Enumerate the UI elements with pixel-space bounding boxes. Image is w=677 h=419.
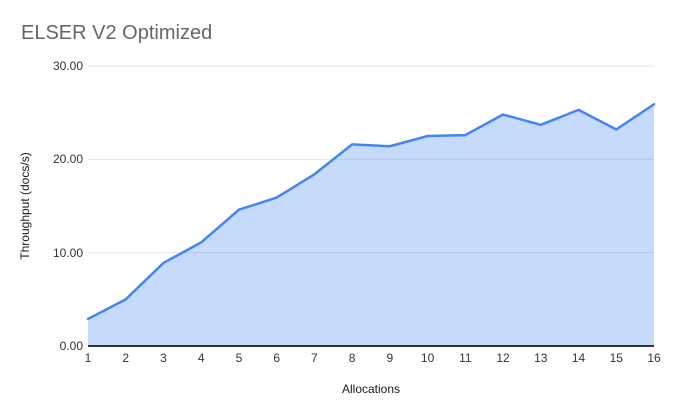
x-axis-title: Allocations bbox=[341, 382, 401, 396]
x-tick-label: 1 bbox=[84, 351, 92, 365]
x-tick-label: 14 bbox=[571, 351, 586, 365]
x-tick-label: 4 bbox=[197, 351, 205, 365]
y-tick-label: 30.00 bbox=[52, 59, 83, 73]
x-tick-label: 12 bbox=[496, 351, 510, 365]
x-tick-label: 16 bbox=[647, 351, 661, 365]
y-tick-label: 10.00 bbox=[52, 245, 83, 260]
series-line bbox=[86, 103, 656, 321]
x-tick-label: 3 bbox=[160, 351, 167, 365]
x-tick-label: 5 bbox=[235, 351, 243, 365]
area-fill bbox=[88, 104, 654, 347]
x-tick-label: 8 bbox=[348, 351, 356, 365]
y-tick-label: 0.00 bbox=[59, 339, 83, 353]
chart-title: ELSER V2 Optimized bbox=[21, 22, 213, 44]
x-tick-label: 13 bbox=[534, 351, 548, 365]
y-tick-label: 20.00 bbox=[52, 152, 83, 167]
x-tick-label: 10 bbox=[420, 351, 435, 365]
x-tick-label: 2 bbox=[122, 351, 130, 365]
x-tick-label: 6 bbox=[273, 351, 280, 365]
x-tick-label: 7 bbox=[311, 351, 318, 365]
x-tick-label: 11 bbox=[459, 351, 472, 365]
x-tick-label: 9 bbox=[386, 351, 394, 365]
x-tick-label: 15 bbox=[609, 351, 623, 365]
